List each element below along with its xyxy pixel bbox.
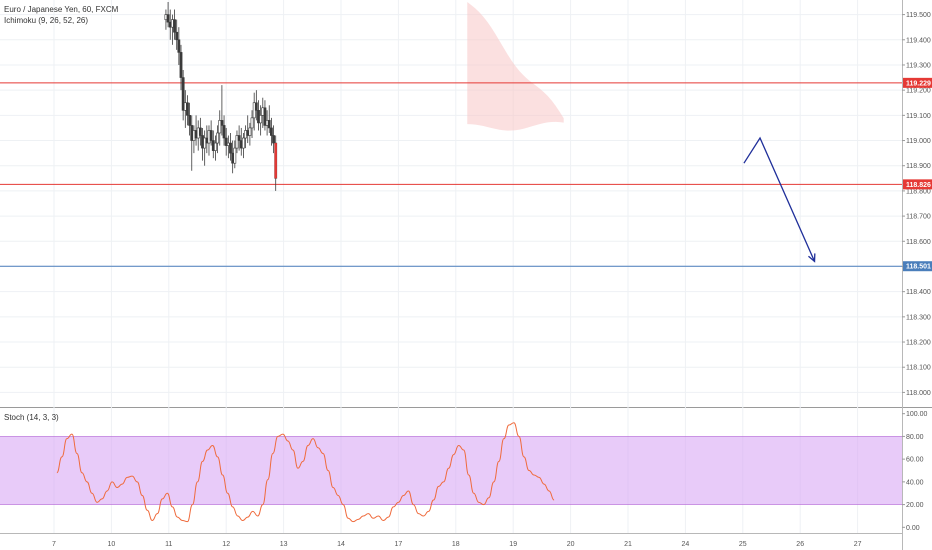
candle-body — [267, 120, 271, 129]
x-tick-label: 13 — [280, 541, 288, 548]
candle-body — [263, 107, 267, 126]
y-tick-label: 118.800 — [906, 188, 931, 195]
y-tick-label: 119.100 — [906, 113, 931, 120]
x-tick-label: 17 — [395, 541, 403, 548]
x-tick-label: 7 — [52, 541, 56, 548]
y-tick-label: 118.400 — [906, 289, 931, 296]
candle-body — [248, 127, 252, 136]
stoch-y-tick-label: 100.00 — [906, 411, 928, 418]
candle-body — [181, 77, 185, 111]
price-level-badge — [903, 77, 932, 88]
candle-body — [175, 31, 179, 41]
symbol-title: Euro / Japanese Yen, 60, FXCM — [4, 5, 119, 14]
price-level-label: 118.501 — [906, 264, 931, 271]
candle-body — [259, 115, 263, 124]
stoch-band — [0, 436, 902, 505]
stoch-legend: Stoch (14, 3, 3) — [4, 413, 59, 422]
last-candle-body — [274, 143, 277, 179]
candle-body — [198, 127, 202, 136]
x-tick-label: 20 — [567, 541, 575, 548]
candle-body — [235, 135, 239, 149]
projection-arrow-head — [808, 253, 816, 263]
stoch-line — [56, 422, 555, 523]
candle-body — [229, 142, 232, 154]
candle-body — [272, 135, 275, 144]
candle-body — [218, 120, 222, 134]
y-tick-label: 118.600 — [906, 239, 931, 246]
candle-body — [209, 130, 213, 141]
candle-body — [237, 135, 241, 141]
price-level-badge — [903, 261, 932, 272]
y-tick-label: 118.000 — [906, 390, 931, 397]
y-tick-label: 119.400 — [906, 37, 931, 44]
y-tick-label: 118.200 — [906, 340, 931, 347]
candle-body — [186, 102, 189, 116]
candle-body — [222, 125, 226, 139]
candle-body — [177, 39, 181, 53]
x-tick-label: 24 — [682, 541, 690, 548]
candle-body — [179, 52, 183, 78]
x-tick-label: 10 — [108, 541, 116, 548]
ichimoku-cloud — [467, 2, 564, 131]
price-level-label: 119.229 — [906, 80, 931, 87]
stoch-y-tick-label: 0.00 — [906, 525, 920, 532]
candle-body — [188, 115, 192, 126]
y-tick-label: 119.300 — [906, 62, 931, 69]
candle-body — [242, 137, 245, 149]
stoch-y-tick-label: 80.00 — [906, 434, 924, 441]
candle-body — [224, 137, 228, 146]
projection-arrow — [743, 136, 816, 262]
candle-body — [254, 102, 258, 111]
x-tick-label: 27 — [854, 541, 862, 548]
x-tick-label: 14 — [337, 541, 345, 548]
candle-body — [250, 117, 254, 129]
y-tick-label: 118.700 — [906, 214, 931, 221]
x-tick-label: 25 — [739, 541, 747, 548]
price-level-label: 118.826 — [906, 182, 931, 189]
candle-body — [233, 147, 237, 164]
stoch-y-tick-label: 60.00 — [906, 457, 924, 464]
candle-body — [166, 14, 170, 23]
x-tick-label: 26 — [796, 541, 804, 548]
candle-body — [214, 142, 217, 151]
x-tick-label: 11 — [165, 541, 172, 548]
indicator-label: Ichimoku (9, 26, 52, 26) — [4, 16, 89, 25]
candle-body — [216, 132, 219, 144]
y-tick-label: 119.200 — [906, 88, 931, 95]
candle-body — [220, 120, 224, 126]
price-level-badge — [903, 179, 932, 190]
x-tick-label: 19 — [509, 541, 517, 548]
candle-body — [270, 127, 273, 136]
y-tick-label: 118.300 — [906, 314, 931, 321]
x-tick-label: 12 — [222, 541, 230, 548]
x-tick-label: 21 — [624, 541, 632, 548]
symbol-legend: Euro / Japanese Yen, 60, FXCM Ichimoku (… — [4, 4, 118, 26]
x-tick-label: 18 — [452, 541, 460, 548]
y-tick-label: 118.900 — [906, 163, 931, 170]
candle-body — [173, 19, 176, 33]
y-tick-label: 119.000 — [906, 138, 931, 145]
stoch-y-tick-label: 20.00 — [906, 502, 924, 509]
y-tick-label: 118.100 — [906, 365, 931, 372]
y-tick-label: 119.500 — [906, 12, 931, 19]
stoch-y-tick-label: 40.00 — [906, 479, 924, 486]
